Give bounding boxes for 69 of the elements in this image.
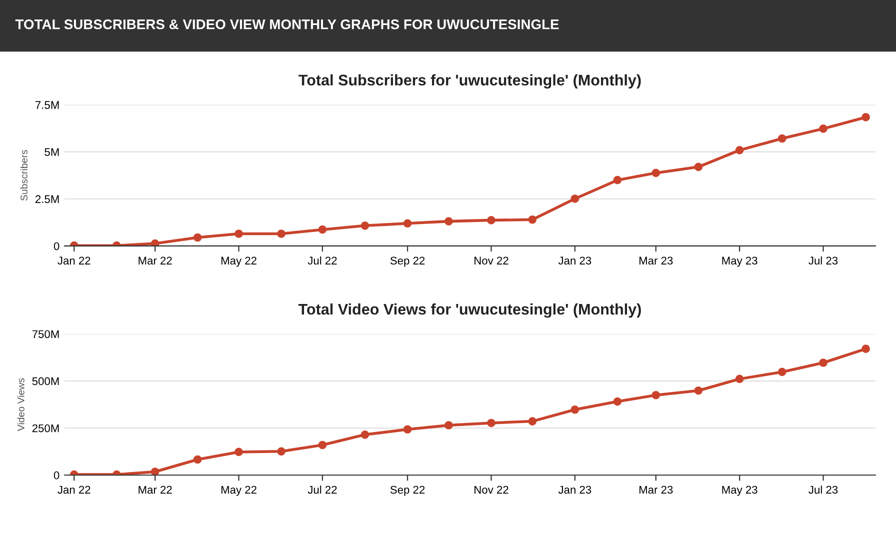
y-tick-label: 5M xyxy=(44,148,59,156)
x-tick-label: May 23 xyxy=(722,256,758,267)
point xyxy=(487,418,496,428)
point xyxy=(528,215,537,224)
y-axis-title: Video Views xyxy=(17,378,24,432)
point xyxy=(694,162,703,172)
point xyxy=(150,468,160,476)
point xyxy=(862,113,870,122)
point xyxy=(778,368,786,376)
x-tick-label: Jan 23 xyxy=(558,256,592,265)
point xyxy=(570,405,580,414)
point xyxy=(694,386,703,395)
y-tick-label: 0 xyxy=(54,242,60,250)
point xyxy=(528,417,537,426)
x-tick-label: Jul 22 xyxy=(308,256,337,265)
point xyxy=(150,239,160,246)
point xyxy=(318,440,327,450)
chart-title: Total Video Views for 'uwucutesingle' (Monthly) xyxy=(298,303,641,318)
x-tick-label: Jul 23 xyxy=(808,256,838,265)
x-tick-label: Mar 22 xyxy=(138,486,172,494)
x-tick-label: Mar 23 xyxy=(639,486,673,494)
x-tick-label: May 22 xyxy=(221,486,256,496)
point xyxy=(613,397,622,406)
x-tick-label: Sep 22 xyxy=(390,256,425,267)
x-tick-label: Jul 23 xyxy=(808,486,838,494)
chart-title: Total Subscribers for 'uwucutesingle' (Monthly) xyxy=(298,74,641,89)
y-tick-label: 2.5M xyxy=(36,195,59,204)
point xyxy=(570,194,580,203)
point xyxy=(778,134,786,143)
point xyxy=(487,216,496,224)
point xyxy=(193,455,202,464)
point xyxy=(735,374,744,384)
point xyxy=(735,146,744,154)
point xyxy=(444,421,453,430)
y-tick-label: 0 xyxy=(54,471,60,480)
point xyxy=(819,358,828,367)
point xyxy=(234,230,243,238)
x-tick-label: Nov 22 xyxy=(474,256,508,265)
x-tick-label: May 22 xyxy=(221,256,256,267)
point xyxy=(652,390,660,400)
text: TOTAL SUBSCRIBERS & VIDEO VIEW MONTHLY GRAPHS FOR UWUCUTESINGLE xyxy=(15,19,559,30)
point xyxy=(193,233,202,242)
x-tick-label: Jan 23 xyxy=(558,486,592,494)
point xyxy=(444,217,453,226)
y-tick-label: 750M xyxy=(32,330,59,338)
point xyxy=(862,344,870,353)
point xyxy=(234,448,243,456)
x-tick-label: May 23 xyxy=(722,486,758,496)
y-tick-label: 250M xyxy=(32,424,59,432)
point xyxy=(277,447,286,456)
point xyxy=(819,124,828,133)
point xyxy=(403,425,412,434)
x-tick-label: Jan 22 xyxy=(58,486,90,494)
point xyxy=(318,225,327,234)
point xyxy=(403,219,412,228)
point xyxy=(613,176,622,184)
point xyxy=(277,230,286,238)
y-axis-title: Subscribers xyxy=(20,150,28,201)
x-tick-label: Mar 22 xyxy=(138,256,172,265)
x-tick-label: Jul 22 xyxy=(308,486,337,494)
y-tick-label: 7.5M xyxy=(36,101,59,109)
y-tick-label: 500M xyxy=(32,377,59,386)
x-tick-label: Mar 23 xyxy=(639,256,673,265)
x-tick-label: Jan 22 xyxy=(58,256,90,265)
point xyxy=(360,221,370,230)
x-tick-label: Sep 22 xyxy=(390,486,425,496)
point xyxy=(360,430,370,439)
point xyxy=(652,168,660,178)
x-tick-label: Nov 22 xyxy=(474,486,508,494)
